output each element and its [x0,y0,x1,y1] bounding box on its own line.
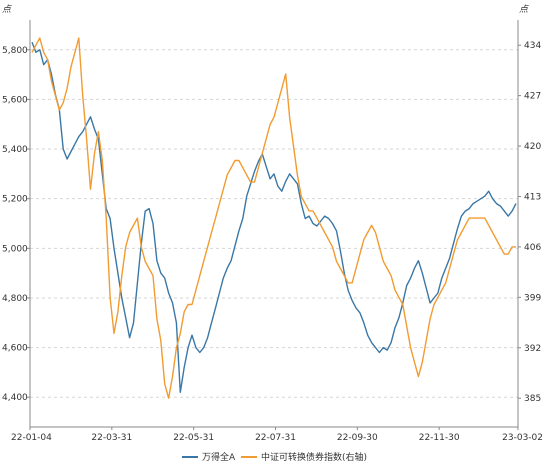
x-tick-label: 22-01-04 [11,433,52,443]
left-tick-label: 4,600 [2,344,28,354]
right-tick-label: 413 [524,192,541,202]
gridlines [30,49,518,398]
axes [29,20,519,428]
right-tick-label: 399 [524,293,541,303]
right-tick-label: 427 [524,92,541,102]
right-tick-label: 434 [524,41,541,51]
right-tick-label: 406 [524,243,541,253]
x-tick-label: 22-03-31 [91,433,132,443]
x-tick-label: 22-09-30 [337,433,378,443]
legend-label-series-1: 中证可转换债券指数(右轴) [261,451,367,463]
x-tick-label: 22-11-30 [419,433,460,443]
series-line-1 [31,37,516,399]
right-axis-ticks: 385 392 399 406 413 420 427 434 [518,41,541,404]
series-lines [31,37,517,399]
left-tick-label: 5,800 [2,46,28,56]
x-tick-label: 23-03-02 [502,433,543,443]
series-line-0 [31,42,517,393]
left-axis-ticks: 4,400 4,600 4,800 5,000 5,200 5,400 5,600 5,800 [2,46,30,403]
right-tick-label: 385 [524,394,541,404]
x-tick-label: 22-05-31 [173,433,214,443]
right-tick-label: 420 [524,142,541,152]
left-tick-label: 4,800 [2,294,28,304]
left-tick-label: 5,400 [2,145,28,155]
legend: 万得全A 中证可转换债券指数(右轴) [182,451,367,463]
x-tick-label: 22-07-31 [255,433,296,443]
right-axis-unit: 点 [519,4,529,15]
legend-label-series-0: 万得全A [202,451,236,463]
left-tick-label: 4,400 [2,393,28,403]
right-tick-label: 392 [524,344,541,354]
x-axis-ticks: 22-01-04 22-03-31 22-05-31 22-07-31 22-09-30… [11,427,543,443]
left-axis-unit: 点 [2,4,12,15]
left-tick-label: 5,200 [2,195,28,205]
left-tick-label: 5,600 [2,95,28,105]
left-tick-label: 5,000 [2,244,28,254]
